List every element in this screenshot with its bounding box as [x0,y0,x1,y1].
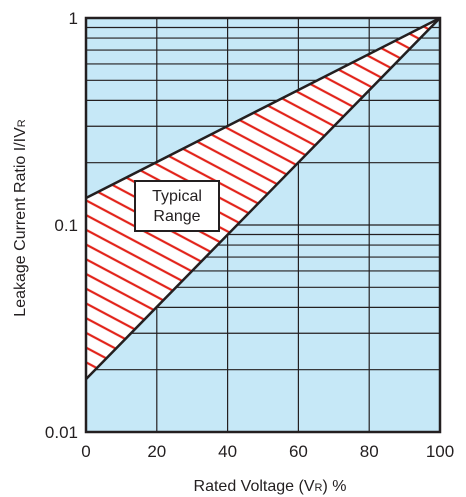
plot-frame [84,16,442,434]
x-axis-label: Rated Voltage (VR) % [194,478,347,495]
y-axis-ticks: 0.01 0.1 1 [45,9,78,442]
annotation-line-2: Range [153,208,200,225]
annotation-line-1: Typical [152,188,202,205]
x-tick-label: 60 [289,442,308,461]
y-tick-label: 0.1 [54,216,78,235]
y-axis-label: Leakage Current Ratio I/IVR [12,119,29,316]
typical-range-annotation: Typical Range [134,180,220,232]
upper-bound-line [85,16,441,200]
x-axis-ticks: 0 20 40 60 80 100 [81,442,454,461]
x-tick-label: 80 [360,442,379,461]
x-tick-label: 0 [81,442,90,461]
annotation-box [134,180,220,232]
y-tick-label: 1 [69,9,78,28]
range-boundary-lines [85,16,441,381]
x-tick-label: 40 [218,442,237,461]
x-tick-label: 20 [147,442,166,461]
y-tick-label: 0.01 [45,423,78,442]
x-tick-label: 100 [426,442,454,461]
grid-lines [85,18,441,433]
lower-bound-line [85,17,441,381]
